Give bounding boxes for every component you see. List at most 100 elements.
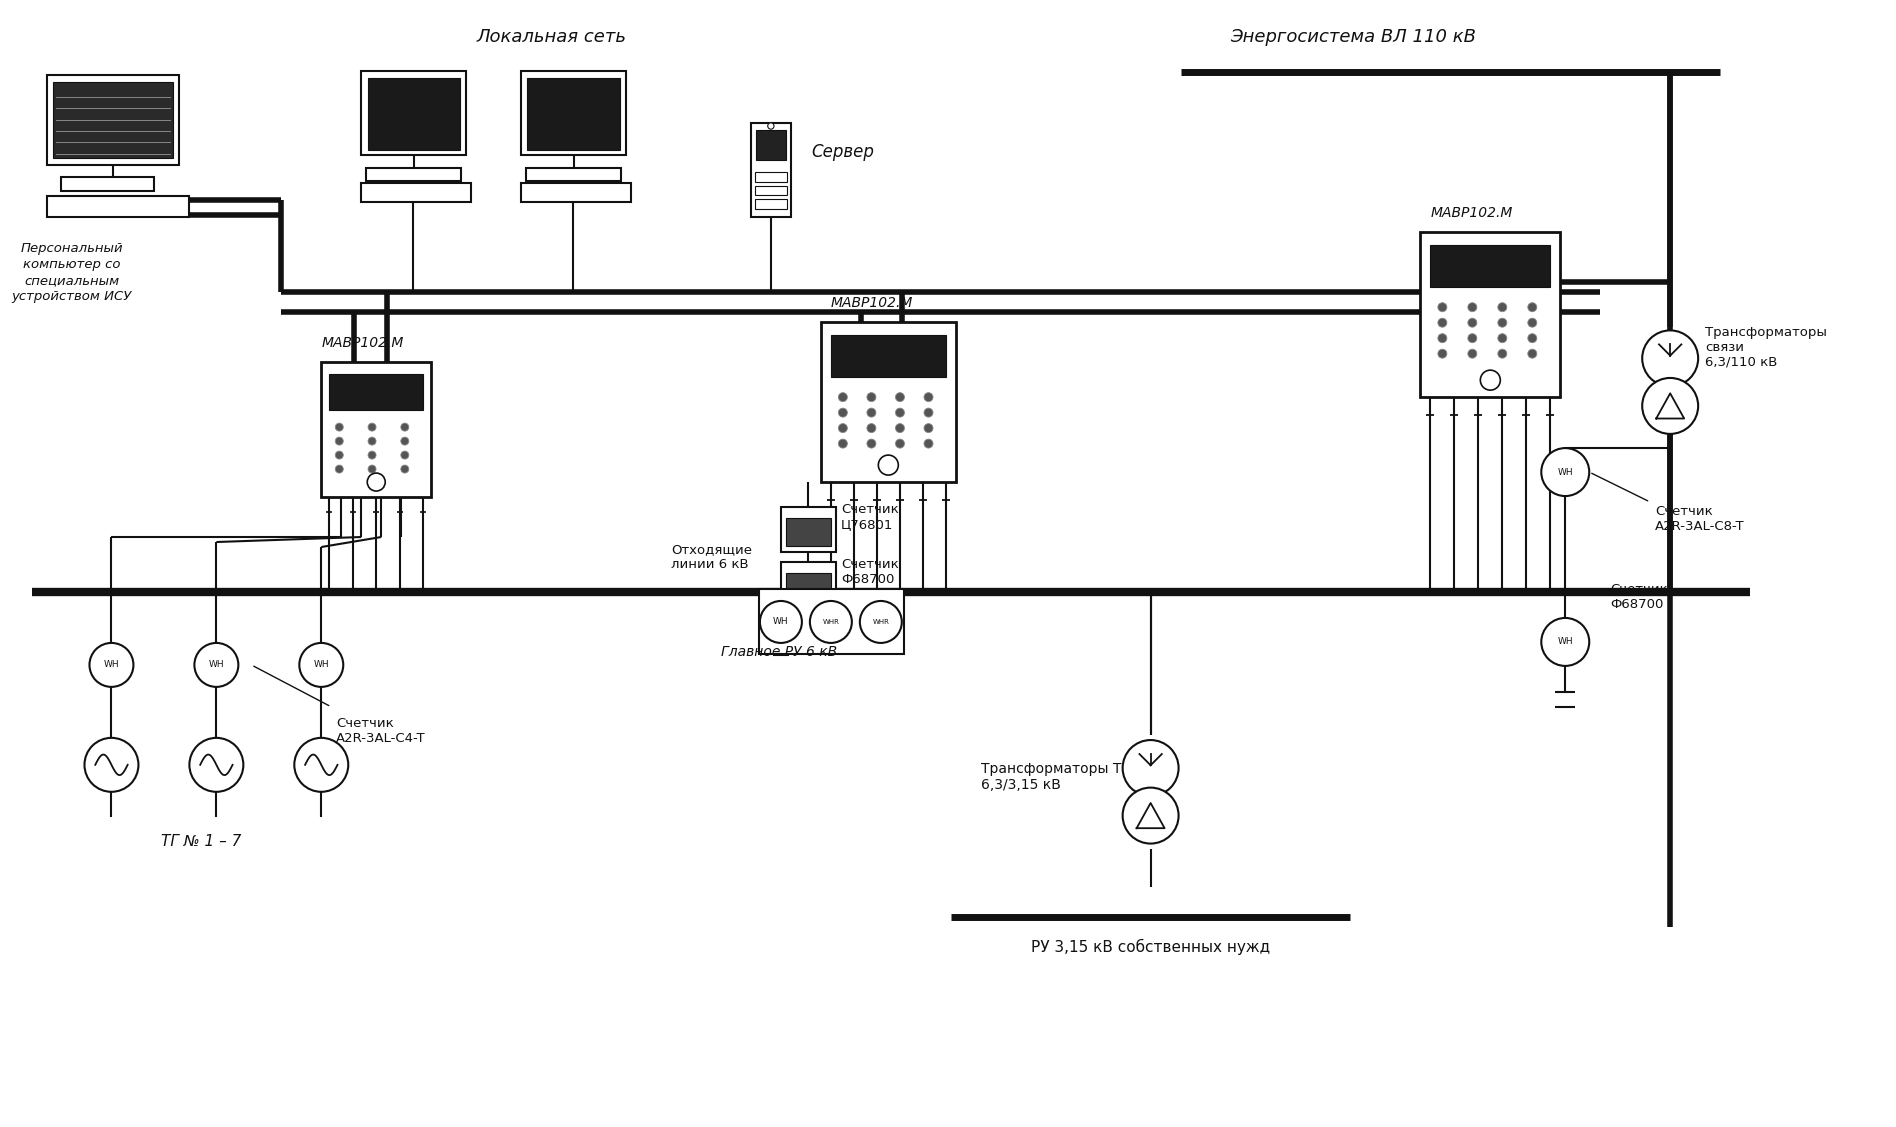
Bar: [330, 374, 423, 410]
Text: Сервер: Сервер: [811, 143, 874, 161]
Circle shape: [400, 465, 410, 473]
Circle shape: [760, 601, 802, 642]
Circle shape: [1642, 330, 1699, 387]
Circle shape: [1541, 618, 1589, 666]
Text: WH: WH: [774, 618, 789, 627]
Circle shape: [368, 451, 375, 459]
Circle shape: [1468, 349, 1477, 358]
Circle shape: [810, 601, 851, 642]
Text: Счетчик
Ф68700: Счетчик Ф68700: [1610, 583, 1668, 611]
Bar: [320, 362, 430, 497]
Bar: [368, 79, 461, 150]
Circle shape: [861, 601, 902, 642]
Circle shape: [923, 392, 933, 401]
Circle shape: [89, 642, 133, 686]
Circle shape: [1122, 740, 1179, 796]
Text: WH: WH: [209, 660, 224, 669]
Text: Энергосистема ВЛ 110 кВ: Энергосистема ВЛ 110 кВ: [1231, 28, 1477, 46]
Circle shape: [300, 642, 343, 686]
Circle shape: [1528, 318, 1538, 327]
Text: МАВР102.М: МАВР102.М: [830, 296, 914, 310]
Text: МАВР102.М: МАВР102.М: [320, 336, 404, 350]
Circle shape: [866, 440, 876, 449]
Circle shape: [400, 423, 410, 432]
Text: Локальная сеть: Локальная сеть: [476, 28, 626, 46]
Circle shape: [923, 440, 933, 449]
Circle shape: [336, 437, 343, 445]
Circle shape: [838, 408, 848, 417]
Text: РУ 3,15 кВ собственных нужд: РУ 3,15 кВ собственных нужд: [1031, 939, 1270, 955]
Bar: [1430, 246, 1551, 287]
Circle shape: [1437, 303, 1447, 312]
Circle shape: [895, 392, 904, 401]
Circle shape: [838, 440, 848, 449]
Bar: [757, 131, 785, 160]
Bar: [53, 82, 173, 159]
Text: Трансформаторы
связи
6,3/110 кВ: Трансформаторы связи 6,3/110 кВ: [1705, 326, 1828, 369]
Circle shape: [400, 437, 410, 445]
Circle shape: [1437, 318, 1447, 327]
Bar: [521, 184, 631, 202]
Bar: [755, 199, 787, 208]
Circle shape: [1437, 349, 1447, 358]
Text: WH: WH: [1557, 638, 1574, 647]
Circle shape: [866, 424, 876, 433]
Text: Счетчик
Ц76801: Счетчик Ц76801: [840, 503, 899, 531]
Circle shape: [368, 437, 375, 445]
Text: Персональный
компьютер со
специальным
устройством ИСУ: Персональный компьютер со специальным ус…: [11, 242, 131, 303]
Circle shape: [1468, 303, 1477, 312]
Circle shape: [1481, 370, 1500, 390]
Bar: [787, 518, 830, 545]
Circle shape: [1498, 334, 1507, 343]
Circle shape: [1122, 788, 1179, 844]
Circle shape: [923, 408, 933, 417]
Circle shape: [195, 642, 239, 686]
Bar: [47, 196, 190, 218]
Circle shape: [768, 123, 774, 130]
Circle shape: [400, 451, 410, 459]
Circle shape: [368, 465, 375, 473]
Bar: [755, 186, 787, 195]
Text: WH: WH: [104, 660, 119, 669]
Circle shape: [895, 408, 904, 417]
Bar: [758, 589, 904, 654]
Circle shape: [878, 455, 899, 476]
Bar: [366, 168, 461, 181]
Circle shape: [866, 392, 876, 401]
Text: Счетчик
Ф68700: Счетчик Ф68700: [840, 558, 899, 586]
Bar: [751, 123, 791, 218]
Text: WHR: WHR: [872, 619, 889, 625]
Circle shape: [838, 392, 848, 401]
Circle shape: [1468, 334, 1477, 343]
Bar: [781, 507, 836, 552]
Circle shape: [1528, 303, 1538, 312]
Bar: [61, 177, 154, 190]
Circle shape: [838, 424, 848, 433]
Circle shape: [1437, 334, 1447, 343]
Bar: [362, 184, 472, 202]
Text: ТГ № 1 – 7: ТГ № 1 – 7: [161, 834, 241, 850]
Text: WH: WH: [1557, 468, 1574, 477]
Text: МАВР102.М: МАВР102.М: [1430, 206, 1513, 220]
Bar: [362, 71, 466, 156]
Circle shape: [866, 408, 876, 417]
Text: Счетчик
A2R-3AL-C8-T: Счетчик A2R-3AL-C8-T: [1655, 505, 1744, 533]
Text: Главное РУ 6 кВ: Главное РУ 6 кВ: [720, 645, 838, 659]
Text: Счетчик
A2R-3AL-C4-T: Счетчик A2R-3AL-C4-T: [336, 717, 427, 745]
Circle shape: [336, 451, 343, 459]
Bar: [781, 562, 836, 607]
Bar: [47, 74, 180, 165]
Circle shape: [294, 738, 349, 792]
Circle shape: [1541, 449, 1589, 496]
Circle shape: [1498, 318, 1507, 327]
Circle shape: [1498, 349, 1507, 358]
Circle shape: [336, 423, 343, 432]
Circle shape: [368, 473, 385, 491]
Bar: [821, 322, 956, 482]
Text: Трансформаторы ТСН
6,3/3,15 кВ: Трансформаторы ТСН 6,3/3,15 кВ: [980, 762, 1141, 792]
Circle shape: [85, 738, 138, 792]
Bar: [787, 573, 830, 601]
Bar: [755, 172, 787, 181]
Circle shape: [923, 424, 933, 433]
Bar: [521, 71, 626, 156]
